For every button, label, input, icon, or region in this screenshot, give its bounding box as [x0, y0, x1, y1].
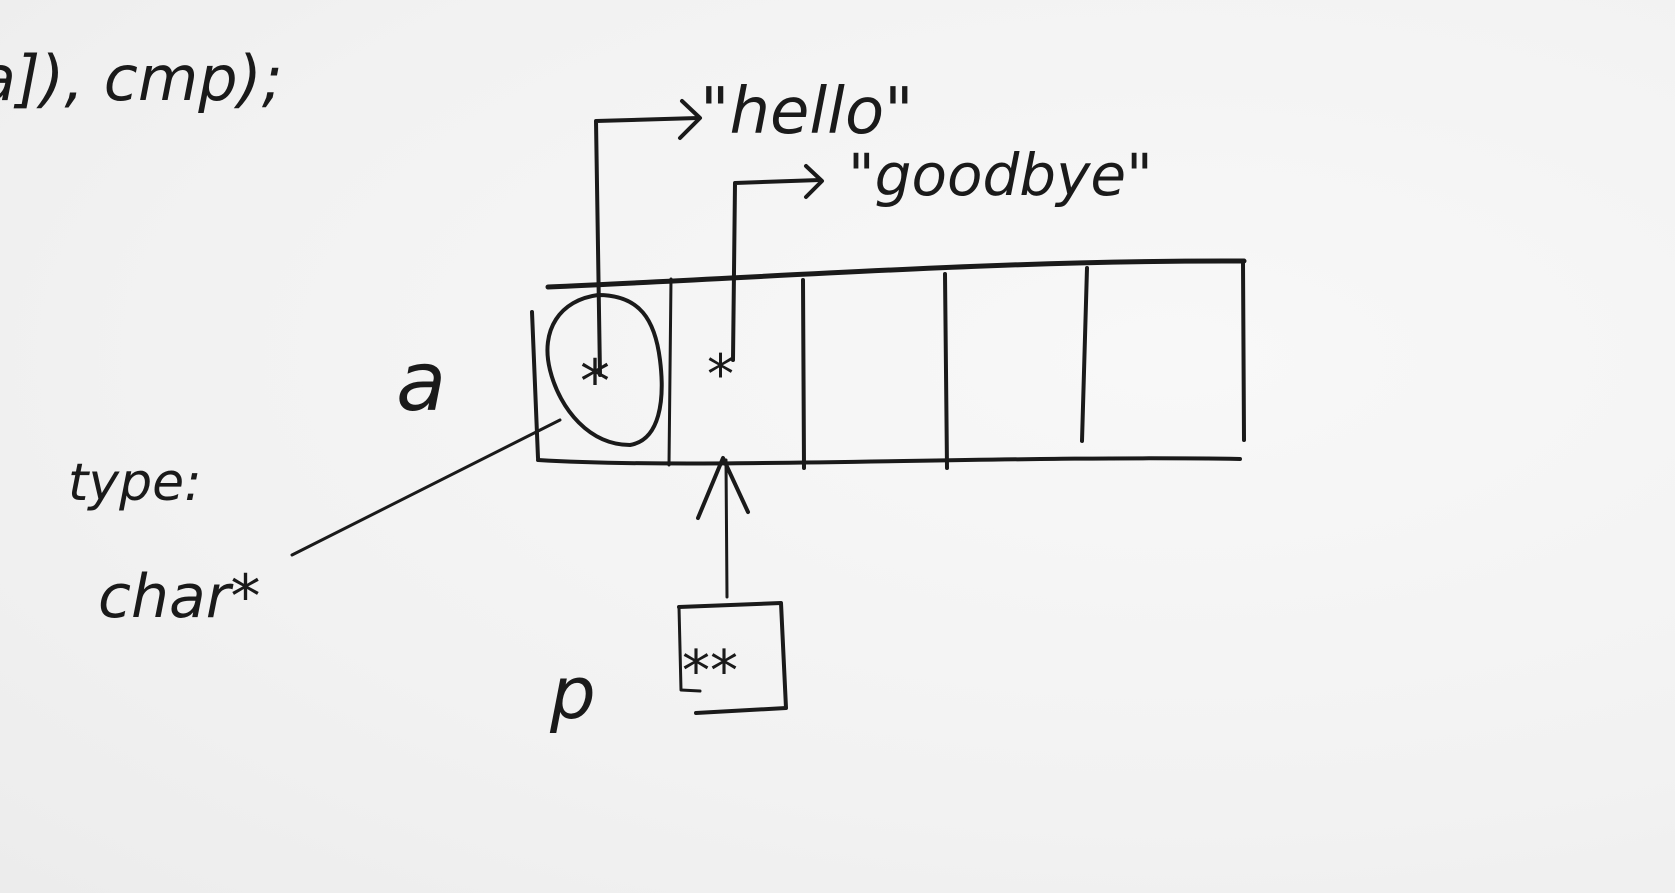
cell0-star: * — [580, 347, 610, 417]
cell1-star: * — [707, 343, 734, 406]
array-divider-2 — [801, 278, 806, 470]
pointer-p-box — [677, 601, 788, 715]
array-box — [530, 258, 1247, 470]
cell0-highlight-circle — [545, 293, 664, 447]
pointer-p-content: ** — [682, 639, 738, 704]
string-goodbye: "goodbye" — [848, 141, 1153, 209]
type-note-connector — [290, 418, 562, 557]
array-top-edge — [545, 258, 1247, 290]
array-left-edge — [530, 310, 540, 460]
pointer-p-label: p — [549, 651, 596, 735]
array-bottom-edge — [536, 456, 1242, 466]
array-divider-3 — [943, 272, 949, 470]
string-hello: "hello" — [700, 75, 914, 149]
arrow-p-to-array — [696, 456, 750, 599]
array-divider-4 — [1080, 266, 1089, 443]
array-divider-1 — [667, 277, 673, 467]
arrow-to-goodbye — [731, 164, 824, 362]
array-label: a — [396, 335, 446, 430]
type-note-line1: type: — [68, 453, 202, 513]
type-note-line2: char* — [98, 562, 260, 632]
code-fragment: a]), cmp); — [0, 42, 283, 115]
array-right-edge — [1241, 260, 1246, 442]
arrow-to-hello — [594, 99, 702, 377]
